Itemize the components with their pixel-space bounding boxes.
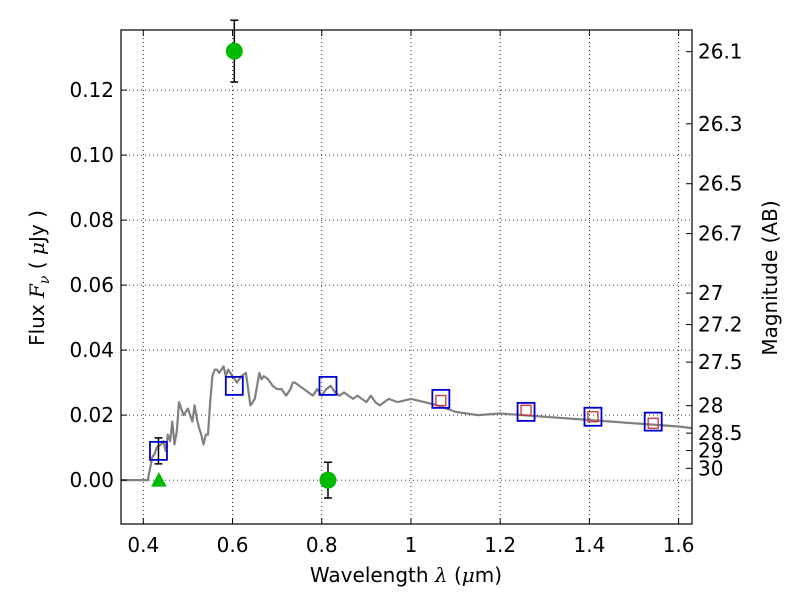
secondary-photometry-square xyxy=(587,411,599,423)
magnitude-tick-label: 30 xyxy=(698,456,723,480)
y-tick-label: 0.10 xyxy=(69,143,114,167)
x-tick-label: 1 xyxy=(405,533,418,557)
y-tick-label: 0.00 xyxy=(69,468,114,492)
model-spectrum-line xyxy=(121,365,693,482)
grid-lines xyxy=(121,30,692,524)
model-photometry-square xyxy=(149,440,168,461)
observed-flux-point xyxy=(319,471,337,489)
magnitude-tick-label: 26.5 xyxy=(698,172,743,196)
y-tick-label: 0.06 xyxy=(69,273,114,297)
x-tick-label: 1.4 xyxy=(573,533,605,557)
plot-data xyxy=(121,19,693,499)
magnitude-tick-label: 27.2 xyxy=(698,313,743,337)
magnitude-axis-label: Magnitude (AB) xyxy=(758,200,782,355)
magnitude-tick-label: 28.5 xyxy=(698,421,743,445)
x-tick-label: 0.4 xyxy=(127,533,159,557)
x-axis-label: Wavelength λ (μm) xyxy=(310,563,502,587)
x-axis-ticks: 0.4 0.6 0.8 1 1.2 1.4 1.6 xyxy=(127,30,695,557)
magnitude-tick-label: 29 xyxy=(698,438,723,462)
model-photometry-square xyxy=(583,406,603,427)
secondary-photometry-square xyxy=(647,417,659,429)
magnitude-tick-label: 27 xyxy=(698,281,723,305)
model-photometry-square xyxy=(318,375,338,396)
upper-limit-marker xyxy=(151,472,167,487)
magnitude-tick-label: 27.5 xyxy=(698,350,743,374)
secondary-photometry-square xyxy=(520,404,532,416)
model-photometry-square xyxy=(643,411,663,432)
magnitude-tick-label: 26.7 xyxy=(698,222,743,246)
x-tick-label: 0.6 xyxy=(217,533,249,557)
y-axis-label: Flux Fν ( μJy ) xyxy=(25,210,53,346)
magnitude-tick-label: 28 xyxy=(698,394,723,418)
magnitude-tick-label: 26.3 xyxy=(698,112,743,136)
secondary-photometry-square xyxy=(435,394,447,407)
model-photometry-square xyxy=(516,401,536,422)
x-tick-label: 1.2 xyxy=(484,533,516,557)
model-photometry-square xyxy=(224,375,244,396)
observed-flux-point xyxy=(225,42,243,60)
magnitude-tick-label: 26.1 xyxy=(698,40,743,64)
model-photometry-square xyxy=(431,388,451,409)
plot-frame xyxy=(120,29,693,525)
y-axis-ticks: 0.00 0.02 0.04 0.06 0.08 0.10 0.12 xyxy=(69,78,127,492)
y-tick-label: 0.04 xyxy=(69,338,114,362)
x-tick-label: 1.6 xyxy=(663,533,695,557)
y-tick-label: 0.08 xyxy=(69,208,114,232)
y-tick-label: 0.12 xyxy=(69,78,114,102)
y-tick-label: 0.02 xyxy=(69,403,114,427)
x-tick-label: 0.8 xyxy=(306,533,338,557)
